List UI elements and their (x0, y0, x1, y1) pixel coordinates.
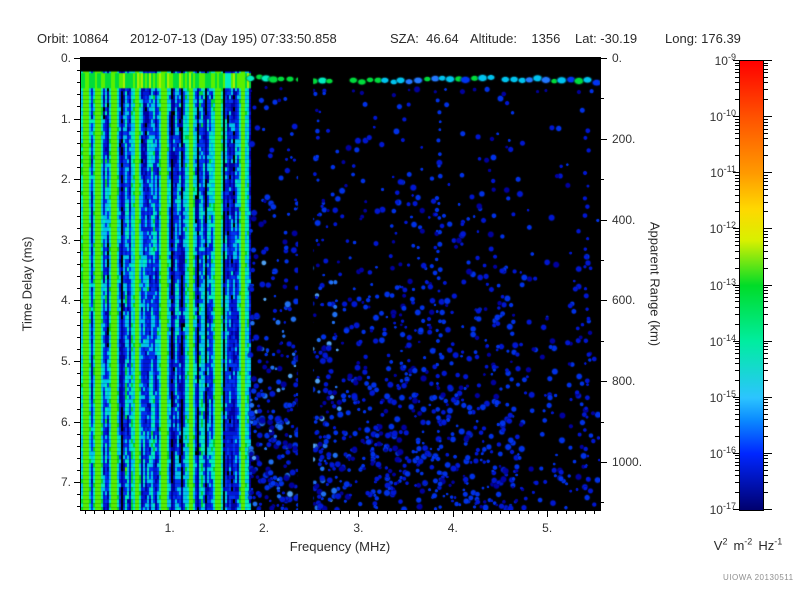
colorbar-exponent: -15 (722, 388, 736, 399)
x-tick-label: 3. (353, 521, 364, 535)
x-tick-label: 5. (542, 521, 553, 535)
colorbar (739, 60, 764, 511)
colorbar-base: 10 (709, 503, 723, 517)
unit-exponent: -1 (774, 537, 783, 547)
x-tick-label: 4. (447, 521, 458, 535)
range-tick-label: 800. (612, 374, 636, 389)
credit-stamp: UIOWA 20130511 (723, 573, 794, 582)
altitude-label: Altitude: 1356 (470, 31, 561, 46)
y-tick-label: 7. (60, 475, 71, 490)
colorbar-base: 10 (709, 278, 723, 293)
colorbar-tick-label: 10-15 (710, 389, 736, 405)
y-tick-label: 5. (60, 353, 71, 368)
y-tick-label: 6. (60, 414, 71, 429)
range-tick-label: 0. (612, 51, 623, 65)
colorbar-exponent: -13 (722, 276, 736, 287)
colorbar-tick-label: 10-9 (715, 52, 736, 68)
colorbar-base: 10 (710, 166, 724, 181)
colorbar-exponent: -17 (722, 501, 736, 511)
longitude-label: Long: 176.39 (665, 31, 741, 46)
unit-part: Hz-1 (758, 537, 783, 554)
y-tick-label: 4. (60, 293, 71, 308)
colorbar-tick-label: 10-14 (710, 333, 736, 349)
unit-base: V (713, 538, 723, 554)
y-tick-label: 3. (60, 232, 71, 247)
unit-base: Hz (758, 538, 775, 554)
colorbar-exponent: -10 (722, 108, 736, 119)
colorbar-base: 10 (709, 390, 723, 405)
y-axis-title: Time Delay (ms) (19, 236, 35, 332)
y-tick-label: 2. (60, 172, 71, 187)
range-tick-label: 1000. (612, 454, 643, 469)
spectrogram-heatmap (81, 58, 600, 510)
colorbar-tick-label: 10-13 (710, 277, 736, 293)
x-tick-label: 2. (259, 521, 270, 535)
colorbar-tick-label: 10-16 (710, 445, 736, 461)
unit-part: m-2 (733, 537, 753, 554)
latitude-label: Lat: -30.19 (575, 31, 638, 46)
x-axis-title: Frequency (MHz) (289, 539, 391, 554)
colorbar-tick-label: 10-10 (710, 108, 736, 124)
colorbar-exponent: -12 (722, 220, 736, 231)
colorbar-exponent: -16 (722, 444, 736, 455)
unit-exponent: -2 (744, 537, 753, 547)
colorbar-exponent: -11 (723, 164, 736, 175)
unit-base: m (733, 538, 745, 554)
colorbar-base: 10 (714, 54, 728, 68)
datetime-label: 2012-07-13 (Day 195) 07:33:50.858 (130, 31, 337, 46)
range-tick-label: 200. (612, 131, 636, 146)
range-tick-label: 600. (612, 293, 636, 308)
colorbar-base: 10 (709, 334, 723, 349)
colorbar-base: 10 (709, 222, 723, 237)
colorbar-tick-label: 10-17 (710, 501, 736, 517)
unit-part: V2 (713, 537, 728, 554)
y-tick-label: 1. (60, 111, 71, 126)
range-axis-title: Apparent Range (km) (647, 221, 663, 347)
colorbar-exponent: -9 (727, 52, 736, 62)
y-tick-label: 0. (60, 51, 71, 65)
colorbar-base: 10 (709, 446, 723, 461)
colorbar-tick-label: 10-11 (710, 164, 736, 180)
colorbar-exponent: -14 (722, 332, 736, 343)
colorbar-unit-label: V2 m-2 Hz-1 (714, 537, 788, 553)
unit-exponent: 2 (722, 537, 728, 547)
colorbar-tick-label: 10-12 (710, 220, 736, 236)
x-tick-label: 1. (164, 521, 175, 535)
sza-label: SZA: 46.64 (390, 31, 459, 46)
colorbar-base: 10 (709, 110, 723, 125)
range-tick-label: 400. (612, 212, 636, 227)
orbit-label: Orbit: 10864 (37, 31, 109, 46)
